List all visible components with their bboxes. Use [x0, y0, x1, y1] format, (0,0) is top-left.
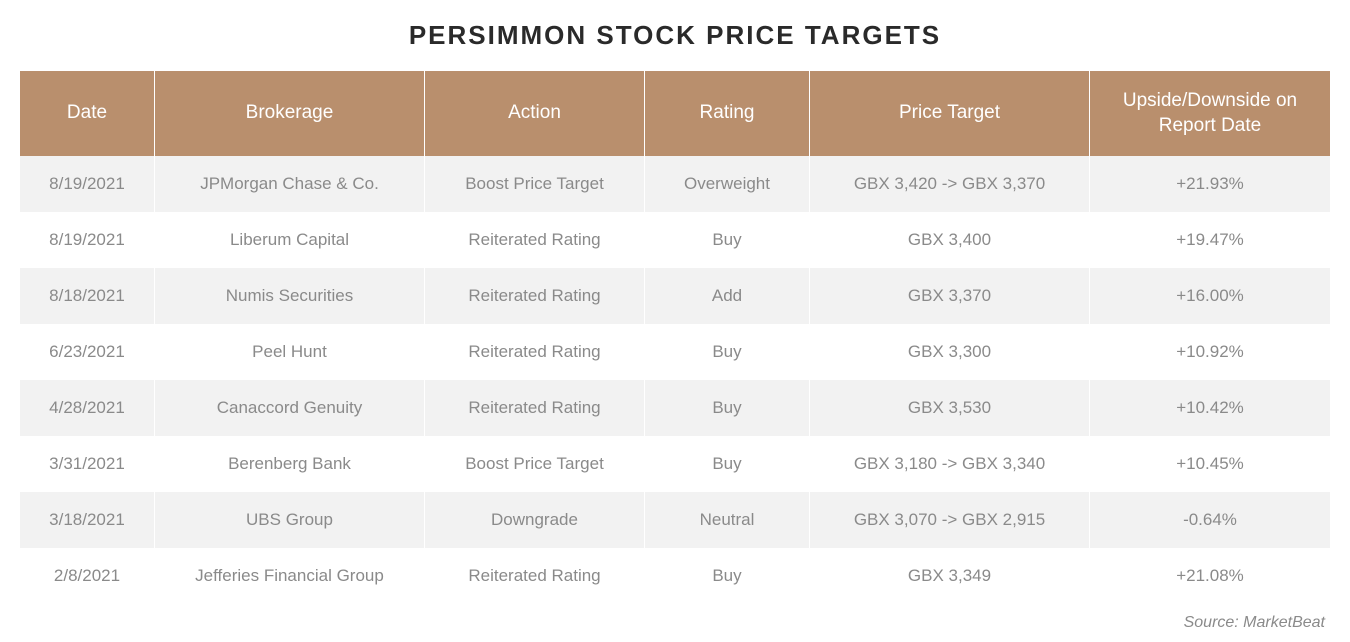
- cell-action: Reiterated Rating: [425, 212, 645, 268]
- cell-price-target: GBX 3,349: [810, 548, 1090, 604]
- cell-brokerage: Numis Securities: [155, 268, 425, 324]
- table-row: 8/18/2021 Numis Securities Reiterated Ra…: [20, 268, 1330, 324]
- cell-rating: Buy: [645, 380, 810, 436]
- cell-action: Reiterated Rating: [425, 548, 645, 604]
- cell-rating: Neutral: [645, 492, 810, 548]
- cell-brokerage: Liberum Capital: [155, 212, 425, 268]
- cell-upside: +16.00%: [1090, 268, 1330, 324]
- cell-date: 3/18/2021: [20, 492, 155, 548]
- col-header-upside: Upside/Downside on Report Date: [1090, 71, 1330, 156]
- cell-brokerage: Jefferies Financial Group: [155, 548, 425, 604]
- table-header-row: Date Brokerage Action Rating Price Targe…: [20, 71, 1330, 156]
- price-targets-table: Date Brokerage Action Rating Price Targe…: [20, 71, 1330, 604]
- table-row: 4/28/2021 Canaccord Genuity Reiterated R…: [20, 380, 1330, 436]
- cell-brokerage: Peel Hunt: [155, 324, 425, 380]
- cell-action: Boost Price Target: [425, 156, 645, 212]
- cell-brokerage: JPMorgan Chase & Co.: [155, 156, 425, 212]
- cell-action: Reiterated Rating: [425, 268, 645, 324]
- cell-rating: Buy: [645, 548, 810, 604]
- cell-price-target: GBX 3,300: [810, 324, 1090, 380]
- col-header-price-target: Price Target: [810, 71, 1090, 156]
- page-title: PERSIMMON STOCK PRICE TARGETS: [20, 20, 1330, 51]
- cell-upside: +19.47%: [1090, 212, 1330, 268]
- cell-date: 8/19/2021: [20, 156, 155, 212]
- cell-rating: Overweight: [645, 156, 810, 212]
- cell-brokerage: UBS Group: [155, 492, 425, 548]
- table-row: 8/19/2021 JPMorgan Chase & Co. Boost Pri…: [20, 156, 1330, 212]
- cell-upside: +21.93%: [1090, 156, 1330, 212]
- table-row: 6/23/2021 Peel Hunt Reiterated Rating Bu…: [20, 324, 1330, 380]
- table-row: 8/19/2021 Liberum Capital Reiterated Rat…: [20, 212, 1330, 268]
- col-header-brokerage: Brokerage: [155, 71, 425, 156]
- cell-action: Reiterated Rating: [425, 324, 645, 380]
- cell-price-target: GBX 3,180 -> GBX 3,340: [810, 436, 1090, 492]
- cell-upside: +10.45%: [1090, 436, 1330, 492]
- cell-brokerage: Berenberg Bank: [155, 436, 425, 492]
- cell-rating: Buy: [645, 324, 810, 380]
- cell-upside: +10.42%: [1090, 380, 1330, 436]
- col-header-date: Date: [20, 71, 155, 156]
- cell-upside: -0.64%: [1090, 492, 1330, 548]
- cell-price-target: GBX 3,420 -> GBX 3,370: [810, 156, 1090, 212]
- cell-rating: Buy: [645, 436, 810, 492]
- cell-date: 6/23/2021: [20, 324, 155, 380]
- cell-upside: +21.08%: [1090, 548, 1330, 604]
- cell-rating: Add: [645, 268, 810, 324]
- table-row: 3/31/2021 Berenberg Bank Boost Price Tar…: [20, 436, 1330, 492]
- source-attribution: Source: MarketBeat: [20, 614, 1330, 632]
- cell-price-target: GBX 3,370: [810, 268, 1090, 324]
- cell-price-target: GBX 3,530: [810, 380, 1090, 436]
- col-header-rating: Rating: [645, 71, 810, 156]
- table-row: 3/18/2021 UBS Group Downgrade Neutral GB…: [20, 492, 1330, 548]
- cell-action: Reiterated Rating: [425, 380, 645, 436]
- cell-date: 8/19/2021: [20, 212, 155, 268]
- cell-action: Downgrade: [425, 492, 645, 548]
- cell-price-target: GBX 3,400: [810, 212, 1090, 268]
- cell-date: 3/31/2021: [20, 436, 155, 492]
- cell-date: 8/18/2021: [20, 268, 155, 324]
- cell-price-target: GBX 3,070 -> GBX 2,915: [810, 492, 1090, 548]
- cell-brokerage: Canaccord Genuity: [155, 380, 425, 436]
- col-header-action: Action: [425, 71, 645, 156]
- cell-date: 4/28/2021: [20, 380, 155, 436]
- cell-upside: +10.92%: [1090, 324, 1330, 380]
- cell-rating: Buy: [645, 212, 810, 268]
- cell-date: 2/8/2021: [20, 548, 155, 604]
- table-row: 2/8/2021 Jefferies Financial Group Reite…: [20, 548, 1330, 604]
- cell-action: Boost Price Target: [425, 436, 645, 492]
